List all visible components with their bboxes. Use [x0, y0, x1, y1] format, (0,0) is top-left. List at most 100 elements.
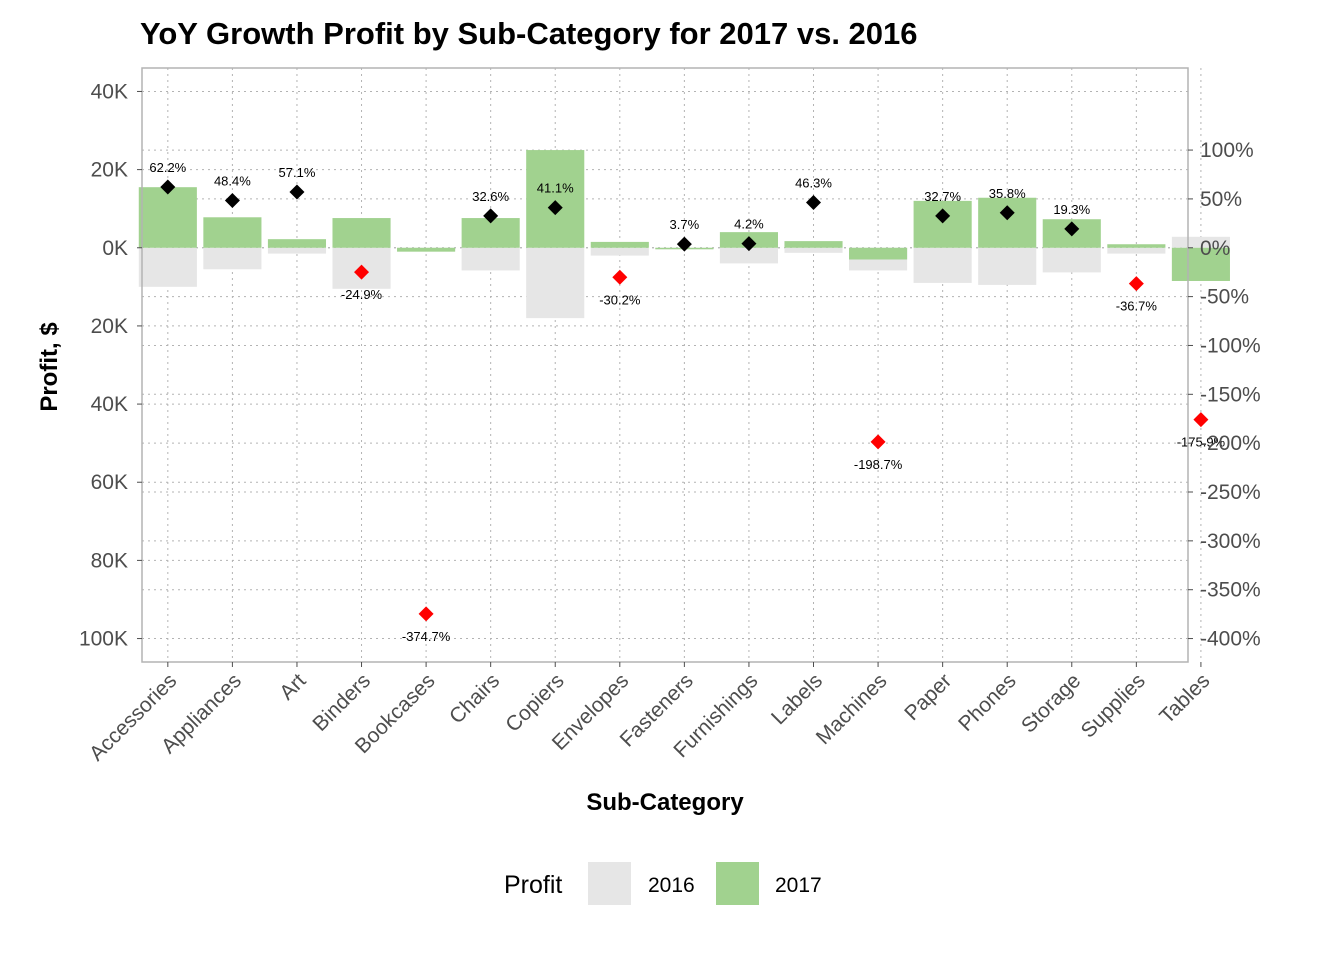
growth-label-accessories: 62.2% — [149, 160, 186, 175]
x-tick-label-art: Art — [275, 669, 310, 704]
right-tick-label-1: 50% — [1200, 188, 1242, 211]
chart-title: YoY Growth Profit by Sub-Category for 20… — [140, 16, 918, 51]
growth-point-copiers — [547, 200, 563, 216]
bar-2016-envelopes — [590, 247, 649, 256]
growth-label-copiers: 41.1% — [537, 181, 574, 196]
growth-label-bookcases: -374.7% — [402, 629, 451, 644]
bar-2017-bookcases — [397, 247, 456, 252]
right-tick-label-5: -150% — [1200, 383, 1261, 406]
x-tick-label-phones: Phones — [954, 669, 1021, 736]
growth-label-fasteners: 3.7% — [670, 217, 700, 232]
x-tick-label-paper: Paper — [900, 669, 956, 725]
growth-label-chairs: 32.6% — [472, 189, 509, 204]
bar-2017-copiers — [526, 150, 585, 248]
x-tick-label-machines: Machines — [812, 669, 892, 749]
bar-2017-appliances — [203, 217, 262, 248]
growth-points — [160, 179, 1209, 622]
series-2017-bars — [138, 150, 1230, 281]
growth-point-storage — [1064, 221, 1080, 237]
bar-2017-phones — [978, 197, 1037, 248]
growth-point-labels — [806, 195, 822, 211]
left-tick-label-4: 40K — [91, 393, 128, 416]
left-tick-label-7: 100K — [79, 628, 128, 651]
legend-label-2017: 2017 — [775, 874, 822, 897]
grid-lines — [142, 68, 1202, 662]
bar-2016-accessories — [138, 247, 197, 287]
growth-point-fasteners — [676, 236, 692, 252]
growth-label-tables: -175.9% — [1177, 435, 1226, 450]
right-y-axis: 100% 50% 0% -50% -100% -150% -200% -250% -300% -3… — [1188, 139, 1261, 651]
growth-label-binders: -24.9% — [341, 287, 383, 302]
y-axis-title: Profit, $ — [36, 322, 63, 412]
right-tick-label-6: -200% — [1200, 432, 1261, 455]
bar-2017-supplies — [1107, 244, 1166, 248]
bar-2016-labels — [784, 247, 843, 253]
right-tick-label-7: -250% — [1200, 481, 1261, 504]
growth-label-paper: 32.7% — [924, 189, 961, 204]
growth-point-supplies — [1128, 276, 1144, 292]
right-tick-label-9: -350% — [1200, 579, 1261, 602]
growth-label-labels: 46.3% — [795, 176, 832, 191]
bar-2016-art — [267, 247, 327, 254]
right-tick-label-4: -100% — [1200, 334, 1261, 357]
bar-2016-phones — [978, 247, 1037, 285]
right-tick-label-10: -400% — [1200, 628, 1261, 651]
growth-point-accessories — [160, 179, 176, 195]
left-tick-label-5: 60K — [91, 471, 128, 494]
left-tick-label-2: 0K — [102, 237, 128, 260]
x-tick-label-supplies: Supplies — [1077, 669, 1150, 742]
growth-point-bookcases — [418, 606, 434, 622]
growth-point-furnishings — [741, 236, 757, 252]
growth-point-art — [289, 184, 305, 200]
bar-2016-chairs — [461, 247, 520, 271]
growth-label-art: 57.1% — [279, 165, 316, 180]
bar-2016-paper — [913, 247, 972, 283]
right-tick-label-8: -300% — [1200, 530, 1261, 553]
growth-label-supplies: -36.7% — [1116, 299, 1158, 314]
legend-swatch-2016 — [588, 862, 631, 905]
legend-swatch-2017 — [716, 862, 759, 905]
bar-2017-binders — [332, 218, 391, 248]
bar-2017-art — [267, 239, 327, 248]
bar-2016-copiers — [526, 247, 585, 319]
bar-2016-tables — [1171, 236, 1230, 248]
growth-point-chairs — [483, 208, 499, 224]
growth-point-envelopes — [612, 269, 628, 285]
growth-labels: 62.2% 48.4% 57.1% -24.9% -374.7% 32.6% 41.1% -3… — [149, 160, 1225, 644]
left-tick-label-0: 40K — [91, 80, 128, 103]
bar-2017-labels — [784, 241, 843, 248]
growth-point-phones — [999, 205, 1015, 221]
bar-2016-supplies — [1107, 247, 1166, 254]
legend-label-2016: 2016 — [648, 874, 695, 897]
left-tick-label-6: 80K — [91, 549, 128, 572]
legend: Profit 2016 2017 — [504, 862, 822, 905]
bar-2016-furnishings — [719, 247, 778, 264]
left-tick-label-1: 20K — [91, 159, 128, 182]
growth-point-paper — [935, 208, 951, 224]
right-tick-label-0: 100% — [1200, 139, 1254, 162]
bar-2017-envelopes — [590, 241, 649, 248]
bar-2017-paper — [913, 200, 972, 248]
plot-frame — [141, 67, 1189, 663]
bar-2017-machines — [849, 247, 908, 260]
bar-2016-storage — [1042, 247, 1101, 273]
growth-label-furnishings: 4.2% — [734, 217, 764, 232]
x-tick-label-labels: Labels — [767, 669, 827, 729]
bar-2017-accessories — [138, 187, 197, 248]
bar-2017-tables — [1171, 247, 1230, 281]
growth-label-machines: -198.7% — [854, 457, 903, 472]
growth-label-storage: 19.3% — [1053, 202, 1090, 217]
right-tick-label-3: -50% — [1200, 286, 1249, 309]
x-tick-label-storage: Storage — [1017, 669, 1085, 737]
growth-point-tables — [1193, 412, 1209, 428]
growth-point-machines — [870, 434, 886, 450]
x-tick-label-tables: Tables — [1155, 669, 1214, 728]
right-tick-label-2: 0% — [1200, 237, 1230, 260]
left-tick-label-3: 20K — [91, 315, 128, 338]
growth-point-binders — [354, 264, 370, 280]
growth-point-appliances — [224, 192, 240, 208]
bar-2016-appliances — [203, 247, 262, 270]
series-2016-bars — [138, 236, 1230, 319]
